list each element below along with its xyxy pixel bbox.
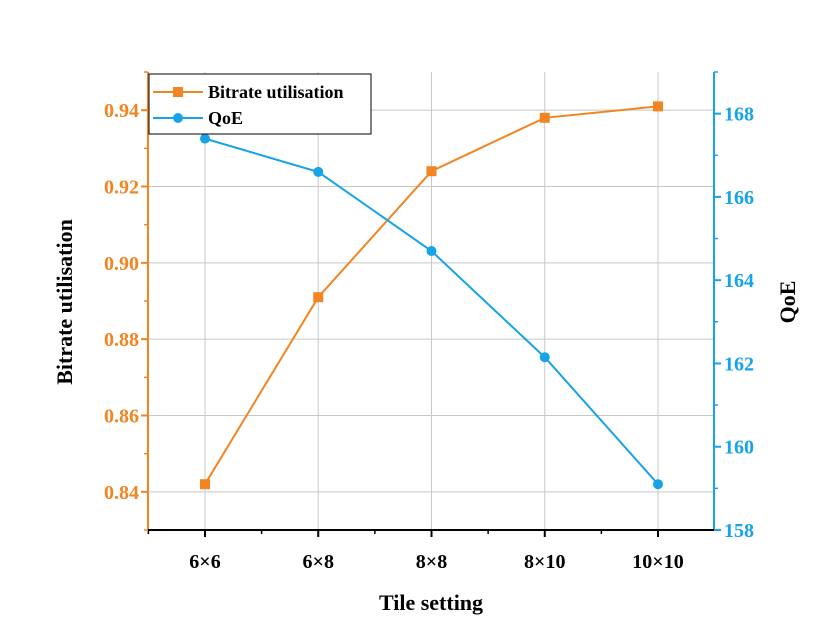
data-point xyxy=(426,166,437,177)
data-point xyxy=(200,479,210,490)
y-left-tick-label: 0.84 xyxy=(104,482,139,504)
y-right-tick-label: 166 xyxy=(724,187,754,209)
axes: 6×6 6×8 8×8 8×10 10×10 0.84 0.86 0.88 0.90 0.92 0.… xyxy=(104,71,754,573)
x-tick-label: 8×10 xyxy=(524,551,565,573)
y-right-tick-label: 168 xyxy=(724,104,754,126)
y-right-tick-label: 160 xyxy=(724,437,754,459)
y-left-tick-label: 0.94 xyxy=(104,100,139,122)
y-left-tick-label: 0.92 xyxy=(104,177,139,199)
data-point xyxy=(653,101,663,112)
data-point xyxy=(653,479,663,490)
y-right-tick-label: 164 xyxy=(724,270,754,292)
y-left-tick-label: 0.90 xyxy=(104,253,139,275)
x-axis-title: Tile setting xyxy=(379,590,483,615)
data-point xyxy=(313,292,324,303)
x-tick-label: 6×8 xyxy=(303,551,334,573)
y-left-tick-label: 0.86 xyxy=(104,406,139,428)
legend-marker xyxy=(173,113,183,123)
legend-box xyxy=(148,73,372,135)
y-right-tick-label: 158 xyxy=(724,520,754,542)
data-point xyxy=(426,246,437,257)
y-right-axis-title: QoE xyxy=(775,281,800,324)
x-tick-label: 8×8 xyxy=(416,551,447,573)
legend: Bitrate utilisation QoE xyxy=(148,73,372,135)
x-tick-label: 10×10 xyxy=(632,551,683,573)
legend-label: QoE xyxy=(208,108,243,128)
series-layer xyxy=(200,101,663,490)
legend-marker xyxy=(173,87,183,97)
y-left-axis-title: Bitrate utilisation xyxy=(52,219,77,385)
grid xyxy=(148,72,714,530)
data-point xyxy=(313,166,324,177)
data-point xyxy=(539,112,550,123)
data-point xyxy=(539,352,550,363)
y-left-tick-label: 0.88 xyxy=(104,329,139,351)
legend-label: Bitrate utilisation xyxy=(208,82,344,102)
x-tick-label: 6×6 xyxy=(189,551,220,573)
data-point xyxy=(200,133,210,144)
y-right-tick-label: 162 xyxy=(724,353,754,375)
